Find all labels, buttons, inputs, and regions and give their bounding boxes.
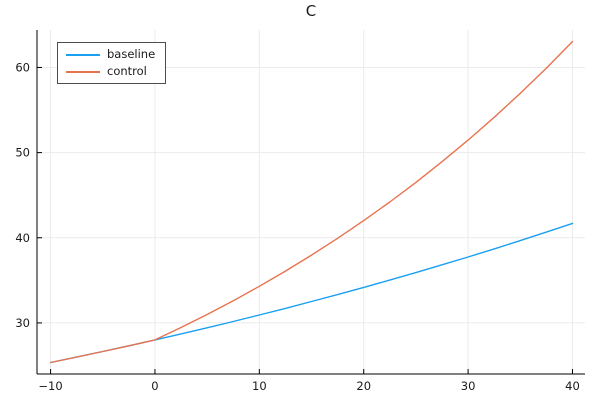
legend: baseline control — [57, 42, 167, 84]
series-line-control — [49, 40, 574, 364]
x-tick-label: 30 — [461, 379, 476, 393]
y-tick-label: 30 — [15, 316, 30, 330]
baseline-line-swatch — [66, 53, 100, 56]
x-tick-label: 40 — [565, 379, 580, 393]
legend-entry-control: control — [66, 64, 155, 79]
y-tick-label: 40 — [15, 231, 30, 245]
legend-label-control: control — [107, 63, 147, 78]
chart-title: C — [305, 2, 317, 20]
series-line-baseline — [49, 222, 574, 364]
y-tick-label: 50 — [15, 146, 30, 160]
x-tick-label: −10 — [38, 379, 62, 393]
y-tick-label: 60 — [15, 60, 30, 74]
legend-label-baseline: baseline — [107, 46, 156, 61]
x-tick-label: 10 — [252, 379, 267, 393]
x-tick-label: 20 — [356, 379, 371, 393]
legend-entry-baseline: baseline — [66, 47, 155, 62]
control-line-swatch — [66, 70, 100, 73]
x-tick-label: 0 — [151, 379, 158, 393]
